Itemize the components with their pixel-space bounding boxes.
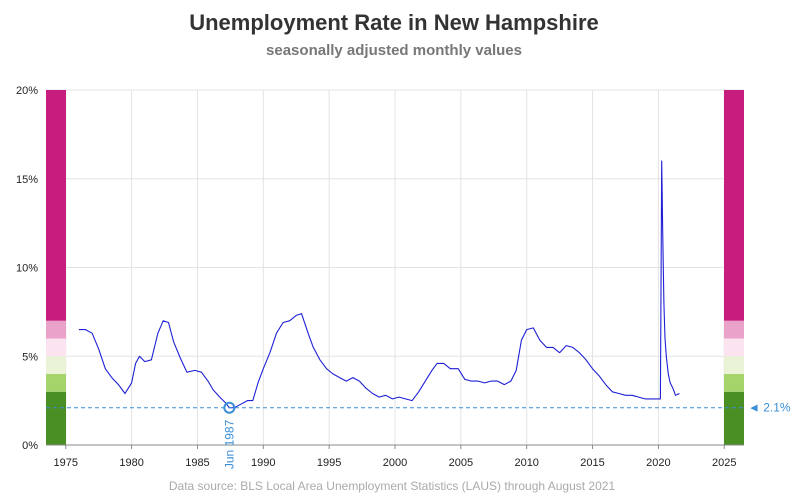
right-band-4: [724, 320, 744, 339]
x-tick-label-2: 1985: [185, 457, 209, 469]
y-tick-label-1: 5%: [22, 351, 38, 363]
y-tick-label-0: 0%: [22, 440, 38, 452]
minimum-marker: [223, 401, 236, 414]
x-tick-label-1: 1980: [119, 457, 143, 469]
left-band-5: [46, 90, 66, 321]
y-tick-label-3: 15%: [16, 174, 38, 186]
left-band-4: [46, 320, 66, 339]
left-band-1: [46, 374, 66, 392]
left-band-0: [46, 391, 66, 445]
x-tick-label-4: 1995: [317, 457, 341, 469]
left-band-3: [46, 338, 66, 357]
reference-value-label: ◄ 2.1%: [748, 401, 791, 415]
minimum-date-label: Jun 1987: [222, 419, 236, 469]
data-source-note: Data source: BLS Local Area Unemployment…: [169, 479, 616, 493]
right-band-5: [724, 90, 744, 321]
x-tick-label-7: 2010: [514, 457, 538, 469]
y-tick-label-2: 10%: [16, 263, 38, 275]
right-band-2: [724, 356, 744, 374]
color-scale-bars: [46, 90, 744, 445]
x-tick-label-8: 2015: [580, 457, 604, 469]
y-tick-label-4: 20%: [16, 85, 38, 97]
chart-title: Unemployment Rate in New Hampshire: [189, 10, 599, 35]
x-tick-label-6: 2005: [449, 457, 473, 469]
gridlines: [46, 89, 744, 446]
right-band-1: [724, 374, 744, 392]
series-line-0: [78, 160, 680, 409]
chart-subtitle: seasonally adjusted monthly values: [266, 42, 522, 59]
left-band-2: [46, 356, 66, 374]
series-layer: [78, 160, 680, 409]
x-tick-label-9: 2020: [646, 457, 670, 469]
right-band-3: [724, 338, 744, 357]
x-tick-label-10: 2025: [712, 457, 736, 469]
x-tick-label-3: 1990: [251, 457, 275, 469]
x-tick-label-5: 2000: [383, 457, 407, 469]
right-band-0: [724, 391, 744, 445]
x-tick-label-0: 1975: [54, 457, 78, 469]
reference-layer: ◄ 2.1% Jun 1987: [46, 401, 791, 469]
axes: 0% 5% 10% 15% 20% 1975 1980 1985 1990 1995 2000 200…: [16, 85, 744, 469]
